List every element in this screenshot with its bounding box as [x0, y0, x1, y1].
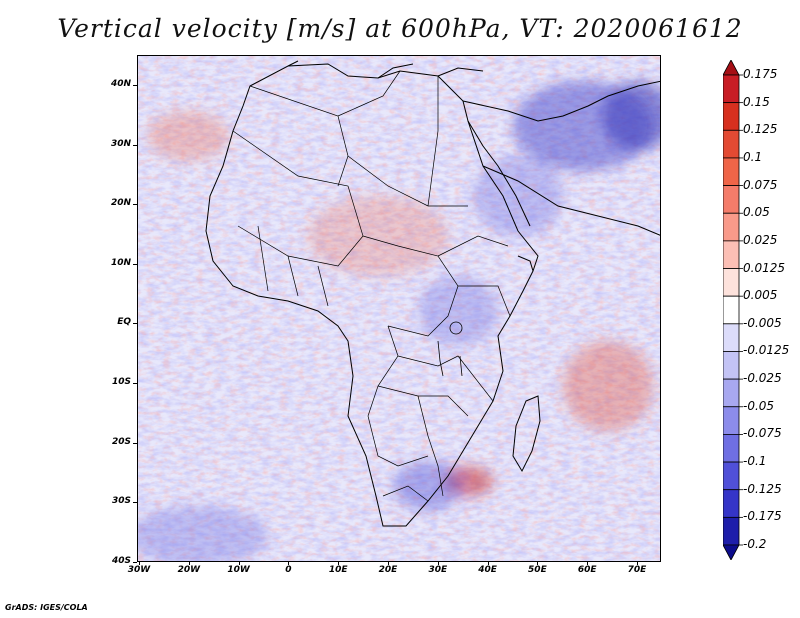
- lon-tick: [487, 562, 489, 565]
- colorbar-swatch: [723, 378, 740, 408]
- lon-label: 20E: [378, 565, 398, 575]
- colorbar-label: -0.0125: [743, 343, 790, 358]
- colorbar-swatch: [723, 461, 740, 491]
- lat-tick: [133, 323, 137, 325]
- lat-label: 30S: [111, 496, 131, 507]
- lat-tick: [133, 144, 137, 146]
- lat-label: 10S: [111, 377, 131, 387]
- colorbar-swatch: [723, 351, 740, 380]
- lon-label: 40E: [478, 565, 497, 575]
- lat-tick: [133, 85, 137, 86]
- colorbar-swatch: [723, 240, 740, 269]
- lat-label: 40N: [110, 79, 131, 89]
- lon-tick: [338, 562, 340, 565]
- lon-label: 10W: [227, 565, 250, 575]
- coastlines: [205, 60, 660, 527]
- lon-tick: [288, 562, 290, 565]
- lon-label: 50E: [528, 565, 547, 575]
- grads-credit: GrADS: IGES/COLA: [5, 603, 88, 612]
- colorbar-swatch: [723, 406, 740, 435]
- colorbar-swatch: [723, 295, 740, 325]
- country-borders: [232, 70, 511, 502]
- lon-tick: [139, 562, 140, 565]
- colorbar-label: 0.15: [743, 94, 770, 109]
- lat-tick: [133, 383, 137, 384]
- colorbar-swatch: [723, 544, 740, 560]
- lat-tick: [133, 442, 137, 444]
- lat-tick: [133, 263, 137, 265]
- lat-label: 20S: [111, 436, 131, 447]
- colorbar-swatch: [723, 323, 740, 352]
- lat-tick: [133, 502, 137, 504]
- lon-tick: [587, 562, 589, 565]
- colorbar-label: 0.125: [743, 122, 778, 137]
- lat-label: 20N: [110, 198, 131, 209]
- colorbar-swatch: [723, 516, 740, 546]
- colorbar-swatch: [723, 60, 740, 76]
- lon-tick: [188, 562, 190, 565]
- colorbar-label: -0.1: [743, 454, 767, 469]
- colorbar-swatch: [723, 102, 740, 131]
- colorbar-label: 0.0125: [743, 260, 785, 275]
- colorbar-label: 0.05: [743, 205, 770, 220]
- field-map: [138, 56, 660, 561]
- lon-tick: [437, 562, 439, 565]
- colorbar-label: -0.2: [743, 537, 767, 551]
- colorbar-label: 0.025: [743, 232, 778, 247]
- lon-label: 0: [285, 565, 292, 575]
- lon-label: 30W: [127, 565, 151, 575]
- lon-tick: [637, 562, 638, 565]
- colorbar-label: -0.005: [743, 315, 782, 330]
- map-area: [137, 55, 661, 562]
- colorbar-swatch: [723, 268, 740, 297]
- colorbar-swatch: [723, 434, 740, 463]
- lat-tick: [133, 561, 137, 563]
- colorbar-label: -0.125: [743, 481, 782, 496]
- colorbar-label: 0.075: [743, 177, 778, 192]
- colorbar-label: -0.025: [743, 371, 782, 386]
- colorbar-swatch: [723, 157, 740, 186]
- lon-label: 10E: [328, 565, 348, 575]
- colorbar-swatch: [723, 212, 740, 242]
- lon-tick: [537, 562, 539, 565]
- lon-tick: [238, 562, 240, 565]
- lon-tick: [388, 562, 389, 565]
- colorbar-label: -0.075: [743, 426, 782, 441]
- lon-label: 70E: [627, 565, 647, 575]
- lat-label: 30N: [110, 138, 131, 149]
- colorbar-label: -0.175: [743, 509, 782, 524]
- colorbar-swatch: [723, 129, 740, 159]
- colorbar-label: 0.175: [743, 67, 778, 81]
- colorbar-swatch: [723, 489, 740, 518]
- lon-label: 20W: [177, 565, 201, 575]
- lon-label: 30E: [428, 565, 448, 575]
- lon-label: 60E: [577, 565, 597, 575]
- colorbar-label: -0.05: [743, 398, 775, 413]
- colorbar-label: 0.1: [743, 149, 763, 164]
- colorbar-swatch: [723, 74, 740, 104]
- plot-title: Vertical velocity [m/s] at 600hPa, VT: 2…: [57, 14, 743, 43]
- lat-label: 10N: [110, 257, 131, 268]
- lat-tick: [133, 204, 137, 206]
- lat-label: EQ: [117, 317, 131, 328]
- field-patches: [138, 81, 660, 561]
- colorbar-label: 0.005: [743, 288, 778, 303]
- lakes: [437, 321, 463, 377]
- colorbar-swatch: [723, 185, 740, 214]
- colorbar: [723, 60, 743, 560]
- lat-label: 40S: [111, 555, 131, 566]
